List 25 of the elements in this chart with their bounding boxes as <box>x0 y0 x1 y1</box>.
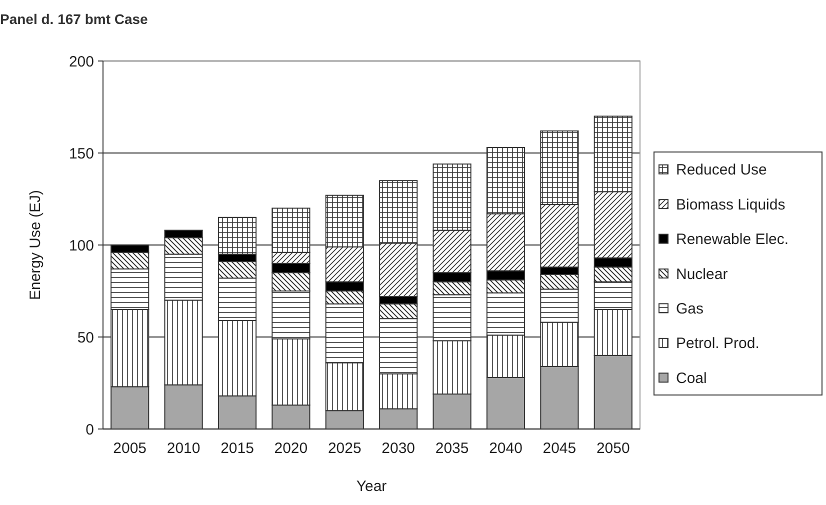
x-tick-label: 2005 <box>113 440 147 457</box>
chart-title: Panel d. 167 bmt Case <box>0 11 148 27</box>
x-tick-label: 2010 <box>166 440 200 457</box>
x-tick-label: 2050 <box>596 440 630 457</box>
x-tick-label: 2040 <box>489 440 522 457</box>
x-tick-label: 2015 <box>220 440 254 457</box>
y-tick-label: 200 <box>68 53 94 70</box>
legend-label: Biomass Liquids <box>676 196 786 214</box>
x-tick-label: 2045 <box>542 440 576 457</box>
x-tick-label: 2030 <box>382 440 416 457</box>
legend-label: Coal <box>676 370 707 387</box>
x-tick-label: 2035 <box>435 440 469 457</box>
x-axis-title: Year <box>356 478 387 495</box>
legend-label: Nuclear <box>676 266 728 283</box>
x-tick-label: 2025 <box>328 440 362 457</box>
legend-label: Reduced Use <box>676 162 767 179</box>
y-tick-label: 150 <box>68 145 94 162</box>
x-tick-label: 2020 <box>274 440 308 457</box>
y-axis-title: Energy Use (EJ) <box>27 190 44 300</box>
y-tick-label: 50 <box>77 329 94 346</box>
y-tick-label: 0 <box>86 421 94 438</box>
y-tick-label: 100 <box>68 237 94 254</box>
legend-label: Renewable Elec. <box>676 231 789 248</box>
legend-label: Gas <box>676 300 704 318</box>
legend-label: Petrol. Prod. <box>676 335 760 352</box>
